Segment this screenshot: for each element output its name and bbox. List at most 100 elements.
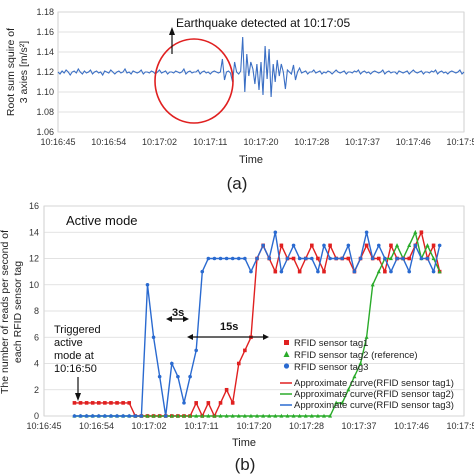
point-tag1 [376,256,381,261]
point-tag3 [303,256,308,261]
chart-b-x-tick-label: 10:17:20 [236,421,271,431]
gap-15s-arrow-right [263,334,269,340]
point-tag3 [151,335,156,340]
point-tag3 [322,243,326,248]
point-tag3 [395,256,399,261]
point-tag2 [188,413,193,418]
chart-a-x-tick-label: 10:17:46 [396,137,431,147]
point-tag3 [200,269,205,274]
point-tag3 [127,414,132,418]
point-tag2 [340,400,345,405]
point-tag1 [206,401,211,405]
point-tag3 [261,243,265,248]
point-tag1 [121,401,125,405]
chart-a-y-tick-label: 1.14 [36,47,54,57]
point-tag2 [175,413,180,418]
point-tag1 [389,243,393,248]
chart-a-gridlines [58,11,464,133]
active-mode-label: Active mode [66,213,138,228]
chart-b-ylabel-line1: The number of reads per second of [0,230,11,394]
point-tag3 [316,269,320,274]
point-tag2 [328,413,333,418]
chart-b-y-tick-label: 2 [34,385,39,395]
point-tag3 [273,230,278,235]
point-tag3 [133,414,138,418]
point-tag2 [236,413,241,418]
chart-b-x-tick-label: 10:17:11 [184,421,218,431]
chart-a-y-tick-label: 1.06 [36,127,54,137]
point-tag2 [437,269,442,274]
point-tag3 [425,256,430,261]
point-tag3 [163,414,168,418]
point-tag2 [358,361,363,366]
chart-a-y-tick-label: 1.12 [36,67,54,77]
trigger-arrow-head [75,393,81,401]
point-tag2 [346,387,351,392]
point-tag2 [151,413,156,418]
chart-a-y-tick-label: 1.16 [36,27,54,37]
point-tag3 [364,230,369,235]
chart-a-x-tick-label: 10:17:20 [243,137,278,147]
point-tag3 [352,269,357,274]
point-tag3 [157,374,162,379]
point-tag3 [431,269,436,274]
chart-b-x-tick-label: 10:17:37 [341,421,376,431]
chart-b-ylabel-line2: each RFID sensor tag [12,261,24,363]
point-tag1 [103,401,107,405]
point-tag2 [230,413,235,418]
point-tag1 [243,348,247,353]
point-tag3 [139,414,144,418]
point-tag2 [431,256,436,261]
point-tag2 [145,413,150,418]
point-tag2 [267,413,272,418]
point-tag1 [230,401,235,405]
point-tag2 [413,230,418,234]
point-tag2 [370,282,375,287]
point-tag3 [370,256,375,261]
point-tag3 [115,414,119,418]
point-tag3 [419,256,424,261]
point-tag3 [206,256,211,261]
point-tag2 [242,413,247,418]
point-tag1 [419,230,424,235]
chart-a-x-tick-label: 10:16:54 [91,137,126,147]
point-tag2 [315,413,320,418]
chart-b-y-tick-label: 14 [29,227,39,237]
chart-b-y-tick-label: 8 [34,306,39,316]
point-tag3 [194,348,198,353]
point-tag1 [218,401,223,405]
chart-a-x-tick-labels: 10:16:45 10:16:54 10:17:02 10:17:11 10:17:20… [40,137,474,147]
chart-b-y-tick-label: 12 [29,254,39,264]
chart-a-caption: (a) [227,174,248,193]
point-tag3 [334,256,338,261]
point-tag1 [322,269,326,274]
chart-a-series-line [57,36,465,98]
chart-b-y-tick-label: 0 [34,411,39,421]
earthquake-annotation: Earthquake detected at 10:17:05 [176,16,350,30]
chart-a-x-tick-label: 10:17:37 [345,137,380,147]
point-tag3 [401,256,405,261]
point-tag3 [84,414,89,418]
point-tag3 [346,243,351,248]
trigger-annotation: Triggered active mode at 10:16:50 [54,324,104,375]
chart-b-legend: RFID sensor tag1 RFID sensor tag2 (refer… [280,338,454,411]
point-tag2 [407,243,412,247]
point-tag2 [273,413,278,418]
point-tag2 [285,413,290,418]
point-tag3 [358,256,363,261]
trigger-line3: mode at [54,350,94,362]
point-tag1 [291,256,296,261]
legend-label-curve3: Approximate curve(RFID sensor tag3) [294,400,454,411]
point-tag3 [383,256,387,261]
point-tag2 [182,413,186,418]
point-tag3 [170,361,174,366]
trigger-line2: active [54,337,83,349]
chart-a: 1.061.081.101.121.141.161.18 10:16:45 10:… [5,7,474,193]
chart-b-y-tick-label: 10 [29,280,39,290]
point-tag3 [285,256,290,261]
point-tag2 [157,413,162,418]
point-tag2 [395,243,400,247]
point-tag1 [279,243,284,248]
